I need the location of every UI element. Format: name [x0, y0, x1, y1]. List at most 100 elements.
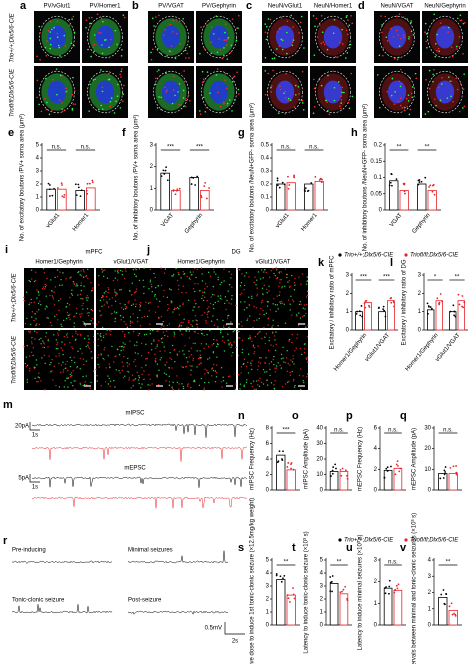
- puncta: [36, 289, 38, 291]
- puncta: [253, 281, 255, 284]
- puncta: [88, 338, 90, 340]
- puncta: [182, 18, 184, 20]
- puncta: [165, 330, 168, 332]
- puncta: [68, 18, 71, 21]
- puncta: [138, 382, 140, 385]
- puncta: [88, 17, 91, 19]
- puncta: [410, 30, 413, 33]
- point: [452, 304, 455, 307]
- puncta: [145, 364, 147, 366]
- puncta: [34, 313, 36, 315]
- puncta: [101, 268, 103, 270]
- puncta: [186, 275, 188, 278]
- puncta: [272, 324, 274, 327]
- puncta: [204, 110, 207, 113]
- point: [276, 179, 279, 182]
- puncta: [43, 354, 46, 356]
- puncta: [293, 378, 295, 381]
- puncta: [199, 289, 201, 292]
- puncta: [230, 277, 232, 279]
- puncta: [29, 330, 31, 332]
- panel-letter: g: [238, 127, 245, 139]
- puncta: [188, 337, 191, 339]
- puncta: [346, 51, 349, 54]
- puncta: [201, 314, 203, 317]
- puncta: [72, 369, 74, 372]
- point: [448, 605, 451, 608]
- puncta: [61, 102, 63, 104]
- puncta: [45, 54, 48, 57]
- puncta: [48, 355, 50, 357]
- puncta: [115, 295, 117, 297]
- image: [238, 268, 308, 328]
- bar: [329, 583, 339, 626]
- y-tick-label: 3: [374, 558, 378, 564]
- point: [281, 181, 284, 184]
- puncta: [307, 294, 309, 297]
- puncta: [134, 378, 137, 380]
- puncta: [64, 45, 67, 47]
- puncta: [31, 343, 33, 345]
- puncta: [72, 15, 75, 18]
- puncta: [432, 19, 435, 21]
- puncta: [46, 316, 48, 319]
- puncta: [66, 360, 68, 363]
- puncta: [183, 318, 185, 320]
- legend-marker: [404, 538, 408, 542]
- point: [367, 304, 370, 307]
- puncta: [149, 281, 152, 283]
- puncta: [90, 308, 93, 311]
- puncta: [148, 310, 150, 312]
- puncta: [108, 298, 111, 300]
- puncta: [57, 348, 59, 350]
- y-axis-label: No. of inhibitory boutons /PV+ soma area…: [134, 115, 140, 241]
- puncta: [75, 312, 78, 315]
- point: [331, 590, 333, 593]
- puncta: [276, 48, 278, 50]
- puncta: [165, 72, 167, 75]
- puncta: [284, 361, 287, 364]
- puncta: [186, 326, 188, 328]
- puncta: [116, 293, 119, 295]
- bar: [383, 469, 393, 491]
- puncta: [196, 350, 198, 352]
- puncta: [61, 341, 63, 343]
- puncta: [156, 343, 159, 346]
- puncta: [107, 291, 109, 294]
- puncta: [264, 371, 266, 373]
- panel-letter: r: [3, 535, 8, 547]
- puncta: [302, 307, 304, 309]
- puncta: [195, 276, 197, 279]
- panel-letter: u: [346, 542, 353, 554]
- puncta: [280, 358, 283, 360]
- puncta: [228, 271, 230, 273]
- puncta: [85, 26, 87, 29]
- puncta: [174, 361, 176, 363]
- puncta: [56, 93, 58, 96]
- bar: [57, 188, 67, 211]
- puncta: [121, 369, 124, 372]
- puncta: [184, 49, 187, 52]
- puncta: [163, 289, 165, 292]
- puncta: [303, 381, 305, 384]
- puncta: [83, 337, 86, 340]
- puncta: [294, 284, 296, 286]
- puncta: [262, 383, 265, 385]
- puncta: [266, 288, 268, 291]
- puncta: [284, 112, 287, 115]
- panel-letter: k: [318, 257, 325, 269]
- puncta: [90, 55, 92, 58]
- puncta: [114, 29, 117, 32]
- puncta: [289, 374, 292, 376]
- puncta: [113, 311, 116, 313]
- puncta: [178, 314, 181, 316]
- puncta: [255, 307, 258, 309]
- bar: [276, 579, 286, 626]
- puncta: [221, 386, 223, 388]
- puncta: [93, 34, 96, 36]
- puncta: [280, 279, 282, 281]
- trace: [11, 604, 113, 614]
- puncta: [39, 31, 41, 34]
- puncta: [132, 268, 135, 271]
- point: [283, 574, 286, 577]
